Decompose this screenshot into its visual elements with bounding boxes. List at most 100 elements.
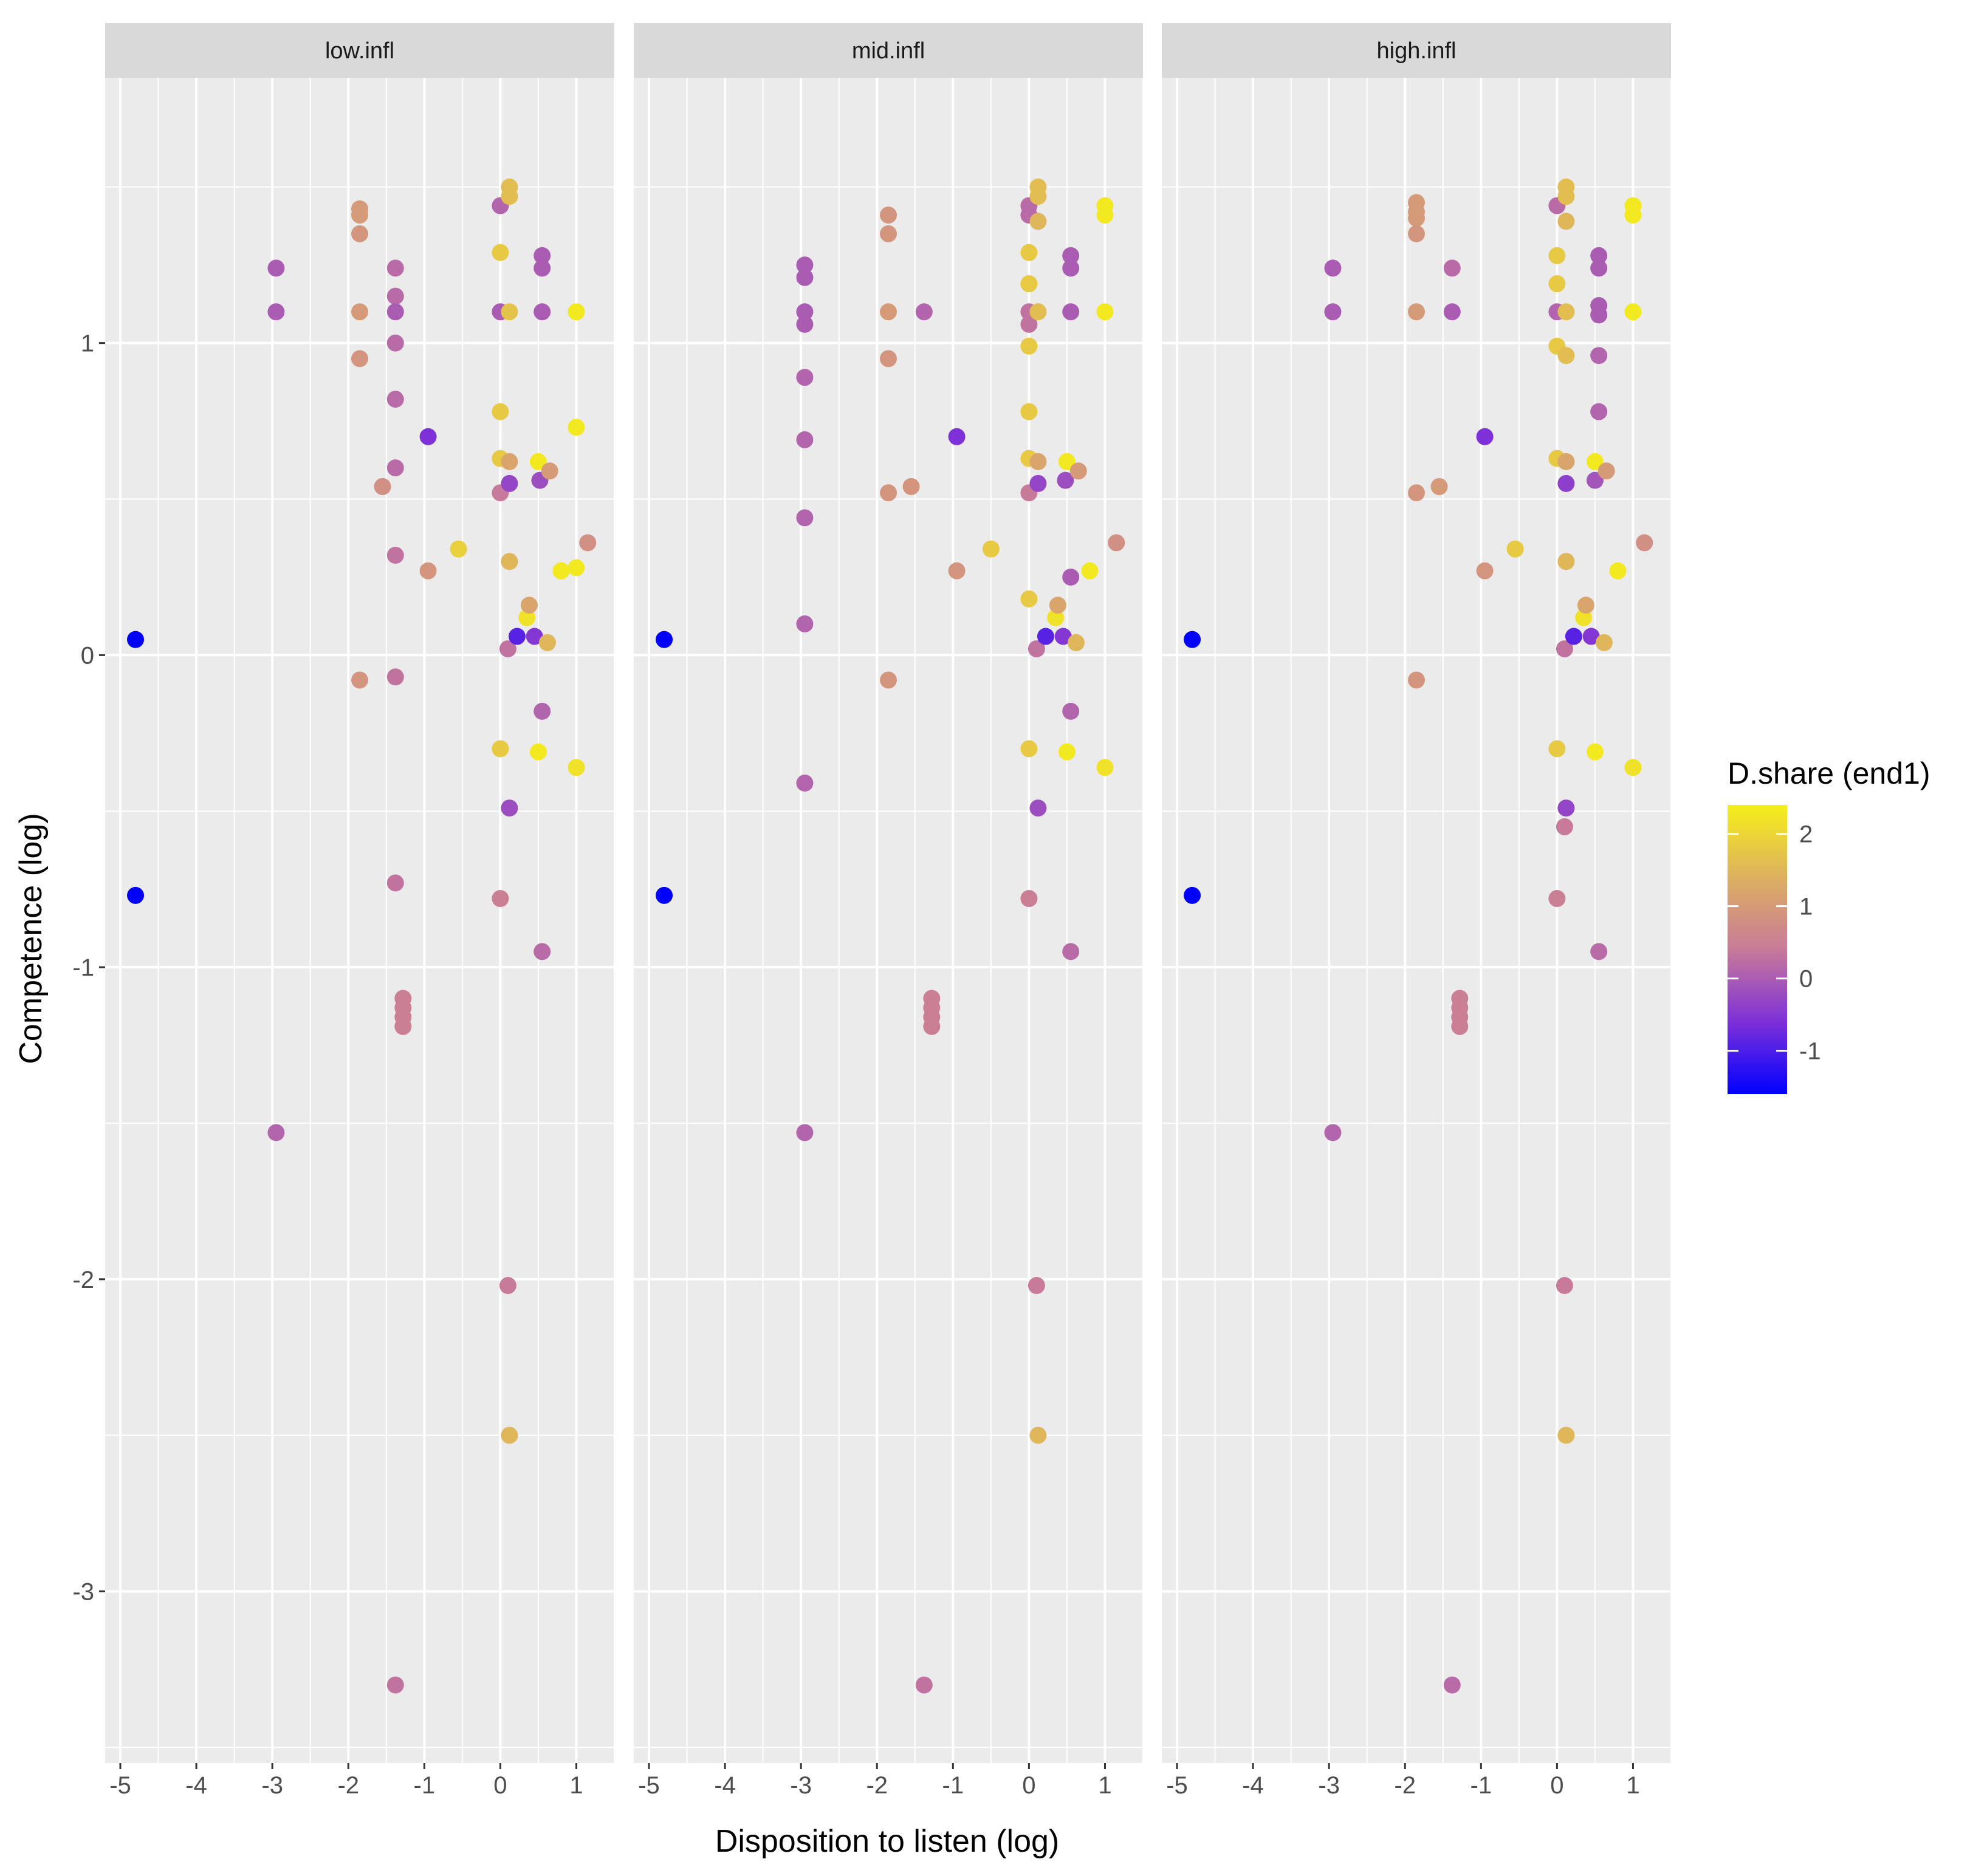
data-point	[1548, 275, 1566, 293]
data-point	[902, 478, 920, 495]
data-point	[1062, 568, 1080, 586]
facet-strip-label: low.infl	[325, 38, 394, 64]
data-point	[1624, 759, 1642, 776]
data-point	[534, 943, 551, 960]
data-point	[1624, 303, 1642, 321]
data-point	[1029, 453, 1047, 470]
data-point	[1067, 634, 1085, 651]
legend-colorbar	[1728, 805, 1787, 1094]
legend-tick-label: -1	[1799, 1038, 1821, 1065]
x-tick-label: 0	[1022, 1772, 1035, 1799]
facet-strip-label: high.infl	[1377, 38, 1457, 64]
data-point	[394, 1018, 412, 1035]
data-point	[499, 640, 516, 658]
data-point	[796, 303, 814, 321]
data-point	[1020, 403, 1038, 420]
data-point	[1451, 1018, 1469, 1035]
data-point	[450, 540, 467, 558]
data-point	[1590, 259, 1608, 277]
data-point	[796, 774, 814, 792]
data-point	[1557, 213, 1575, 230]
data-point	[1443, 1676, 1461, 1694]
y-tick-label: -3	[72, 1578, 94, 1605]
data-point	[386, 391, 404, 408]
data-point	[386, 874, 404, 892]
data-point	[1590, 347, 1608, 365]
facet-panel-high-infl: high.infl	[1162, 23, 1672, 1763]
data-point	[1557, 303, 1575, 321]
data-point	[1028, 640, 1045, 658]
data-point	[796, 269, 814, 286]
data-point	[1586, 743, 1604, 761]
data-point	[499, 1277, 516, 1295]
data-point	[1443, 259, 1461, 277]
data-point	[386, 303, 404, 321]
facet-panel-low-infl: low.infl	[105, 23, 615, 1763]
data-point	[1556, 1277, 1573, 1295]
data-point	[1062, 943, 1080, 960]
data-point	[1096, 759, 1114, 776]
data-point	[796, 509, 814, 527]
data-point	[1020, 275, 1038, 293]
data-point	[1408, 303, 1425, 321]
data-point	[1443, 303, 1461, 321]
y-axis: -3 -2 -1 0 1	[72, 330, 105, 1605]
data-point	[568, 303, 585, 321]
x-tick-label: -3	[1318, 1772, 1340, 1799]
x-tick-label: -1	[942, 1772, 964, 1799]
y-tick-label: -2	[72, 1267, 94, 1293]
legend-tick-label: 1	[1799, 894, 1813, 920]
data-point	[1020, 590, 1038, 608]
data-point	[1624, 207, 1642, 224]
data-point	[1557, 553, 1575, 570]
data-point	[1506, 540, 1524, 558]
data-point	[1096, 303, 1114, 321]
data-point	[501, 1426, 518, 1444]
data-point	[923, 1018, 941, 1035]
data-point	[948, 562, 966, 580]
data-point	[1408, 225, 1425, 242]
data-point	[1108, 534, 1125, 552]
data-point	[552, 562, 570, 580]
data-point	[1548, 247, 1566, 264]
data-point	[1020, 315, 1038, 333]
color-legend: D.share (end1) -1 0 1 2	[1728, 756, 1930, 1094]
x-tick-label: 0	[493, 1772, 507, 1799]
data-point	[492, 244, 509, 261]
y-tick-label: 0	[81, 642, 94, 669]
data-point	[880, 207, 897, 224]
data-point	[1476, 562, 1494, 580]
data-point	[1054, 628, 1072, 645]
legend-tick-label: 0	[1799, 966, 1813, 993]
data-point	[1028, 1277, 1045, 1295]
data-point	[796, 315, 814, 333]
x-tick-label: 0	[1550, 1772, 1563, 1799]
data-point	[1058, 743, 1076, 761]
data-point	[1081, 562, 1099, 580]
data-point	[386, 459, 404, 477]
data-point	[656, 631, 673, 648]
data-point	[501, 303, 518, 321]
data-point	[568, 419, 585, 436]
data-point	[501, 553, 518, 570]
data-point	[1029, 213, 1047, 230]
data-point	[419, 562, 437, 580]
data-point	[386, 546, 404, 564]
data-point	[492, 740, 509, 758]
data-point	[1557, 188, 1575, 205]
data-point	[796, 369, 814, 386]
x-tick-label: -4	[1242, 1772, 1264, 1799]
data-point	[127, 886, 145, 904]
data-point	[386, 287, 404, 305]
data-point	[534, 303, 551, 321]
data-point	[1029, 1426, 1047, 1444]
data-point	[267, 259, 285, 277]
data-point	[1184, 631, 1201, 648]
data-point	[1020, 244, 1038, 261]
data-point	[419, 428, 437, 445]
data-point	[1062, 259, 1080, 277]
legend-title: D.share (end1)	[1728, 756, 1930, 790]
data-point	[1590, 943, 1608, 960]
data-point	[1476, 428, 1494, 445]
